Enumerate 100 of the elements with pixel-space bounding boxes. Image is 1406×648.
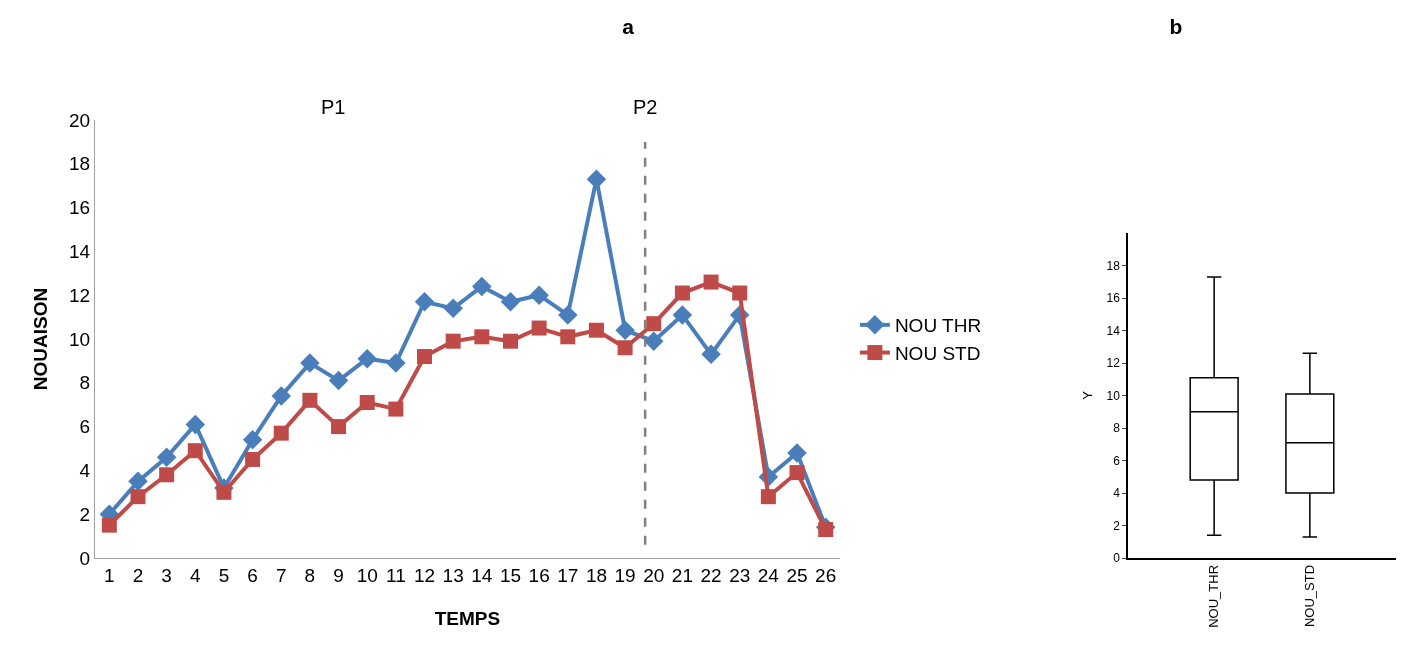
point — [273, 425, 289, 441]
y-tick-label: 18 — [69, 153, 91, 175]
x-tick-label: 1 — [104, 564, 115, 586]
point — [331, 419, 347, 435]
y-tick-label: 10 — [69, 328, 91, 350]
x-tick-label: 21 — [671, 564, 693, 586]
x-tick-label: 12 — [413, 564, 436, 586]
x-tick-label: 25 — [786, 564, 808, 586]
point — [558, 305, 578, 325]
point — [159, 467, 175, 483]
point — [674, 285, 690, 301]
y-tick-label: 0 — [79, 547, 91, 569]
x-tick-label: 16 — [528, 564, 550, 586]
x-tick-label: 6 — [247, 564, 258, 586]
x-tick-label: 23 — [729, 564, 751, 586]
point — [588, 322, 604, 338]
x-tick-label: 17 — [557, 564, 579, 586]
point — [414, 292, 435, 312]
x-tick-label: 19 — [614, 564, 636, 586]
point — [245, 451, 261, 467]
x-tick-label: 8 — [304, 564, 316, 586]
point — [529, 285, 549, 305]
x-tick-label: 4 — [190, 564, 201, 586]
x-tick-label: 18 — [585, 564, 608, 586]
point — [701, 344, 721, 365]
y-tick-label: 6 — [79, 416, 91, 438]
y-tick-label: 14 — [1106, 323, 1121, 338]
point — [242, 429, 263, 450]
point — [502, 333, 518, 349]
y-tick-label: 20 — [69, 109, 91, 131]
y-tick-label: 8 — [1113, 421, 1121, 436]
point — [789, 465, 805, 481]
y-tick-label: 12 — [1106, 356, 1121, 371]
y-tick-label: 4 — [79, 460, 91, 482]
y-tick-label: 10 — [1106, 388, 1121, 403]
point — [703, 274, 719, 290]
chart-title: a — [622, 15, 635, 39]
point — [644, 331, 664, 351]
y-tick-label: 14 — [69, 241, 91, 263]
x-tick-label: 3 — [161, 564, 172, 586]
point — [560, 329, 576, 345]
point — [128, 471, 148, 492]
y-tick-label: 2 — [1113, 518, 1121, 533]
point — [474, 329, 490, 345]
point — [216, 484, 232, 500]
y-tick-label: 18 — [1106, 258, 1121, 273]
x-tick-label: 20 — [643, 564, 665, 586]
point — [388, 401, 404, 417]
y-axis-title: Y — [1079, 390, 1095, 400]
point — [101, 517, 117, 533]
x-tick-label: 7 — [275, 564, 287, 586]
point — [271, 386, 291, 406]
point — [445, 333, 461, 349]
point — [386, 353, 406, 373]
x-tick-label: 24 — [757, 564, 780, 586]
x-tick-label: 5 — [218, 564, 230, 586]
point — [472, 276, 492, 297]
point — [615, 320, 635, 340]
point — [328, 370, 349, 391]
x-tick-label: 14 — [471, 564, 493, 586]
x-axis-title: TEMPS — [434, 608, 501, 629]
legend-label: NOU STD — [894, 342, 981, 364]
point — [417, 349, 433, 365]
point — [187, 443, 203, 459]
legend-label: NOU THR — [894, 315, 982, 337]
y-tick-label: 0 — [1113, 551, 1121, 566]
point — [443, 298, 463, 319]
y-axis-title: NOUAISON — [30, 287, 51, 391]
point — [357, 348, 377, 369]
point — [302, 392, 318, 408]
point — [185, 414, 206, 435]
point — [672, 305, 693, 325]
point — [732, 285, 748, 301]
point — [818, 522, 834, 538]
point — [760, 489, 776, 505]
point — [500, 292, 521, 312]
point — [586, 169, 607, 189]
x-tick-label: 13 — [442, 564, 464, 586]
point — [156, 447, 177, 468]
x-tick-label: NOU_STD — [1302, 564, 1318, 628]
y-tick-label: 2 — [79, 503, 91, 525]
ref-line-label: P2 — [633, 96, 658, 118]
point — [787, 443, 807, 463]
x-tick-label: NOU_THR — [1206, 564, 1222, 628]
x-tick-label: 26 — [815, 564, 837, 586]
chart-title: b — [1169, 15, 1183, 39]
x-tick-label: 11 — [386, 564, 406, 586]
x-tick-label: 15 — [499, 564, 522, 586]
y-tick-label: 8 — [79, 372, 91, 394]
x-tick-label: 22 — [700, 564, 722, 586]
point — [531, 320, 547, 336]
y-tick-label: 12 — [69, 284, 91, 306]
x-tick-label: 9 — [333, 564, 344, 586]
point — [300, 353, 320, 373]
x-tick-label: 10 — [356, 564, 378, 586]
point — [130, 489, 146, 505]
point — [617, 340, 633, 356]
point — [359, 395, 375, 411]
point — [646, 316, 662, 332]
x-tick-label: 2 — [132, 564, 144, 586]
